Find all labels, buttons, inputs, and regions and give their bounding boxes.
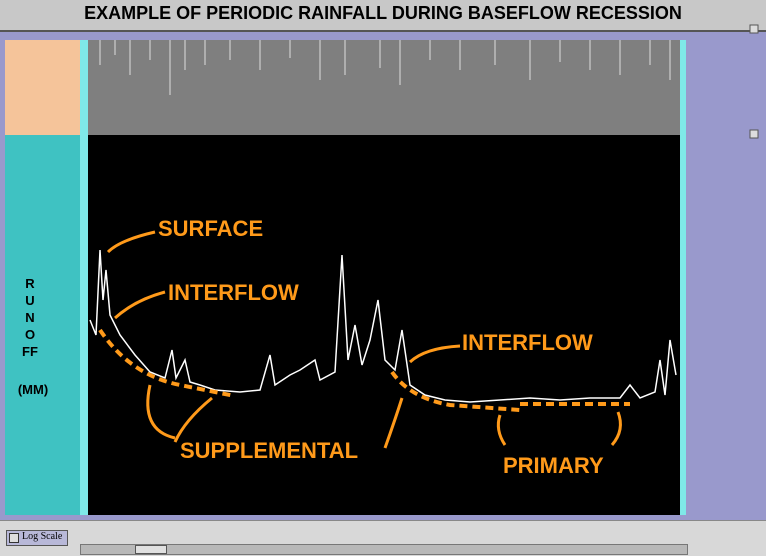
window-title: EXAMPLE OF PERIODIC RAINFALL DURING BASE… [84, 3, 682, 23]
y-axis-label: RUNOFF [22, 276, 38, 359]
title-bar [0, 0, 766, 32]
precip-axis-panel [5, 40, 80, 135]
precip-panel [80, 40, 686, 135]
annotation: SURFACE [158, 216, 263, 241]
scrollbar[interactable] [80, 544, 688, 555]
runoff-axis-panel [5, 135, 80, 515]
runoff-panel [80, 135, 686, 515]
left-border [80, 40, 88, 515]
resize-handle[interactable] [749, 129, 759, 139]
scroll-thumb[interactable] [135, 545, 167, 554]
recession-curves [98, 328, 630, 412]
annotation-arrows [106, 230, 622, 449]
log-scale-toggle[interactable]: Log Scale [6, 530, 68, 546]
checkbox-label: Log Scale [22, 531, 63, 542]
y-axis-unit: (MM) [17, 382, 49, 397]
right-border [680, 40, 686, 515]
annotation: INTERFLOW [462, 330, 593, 355]
resize-handle[interactable] [749, 24, 759, 34]
precip-bars [99, 40, 671, 95]
runoff-line [89, 249, 677, 403]
annotation: SUPPLEMENTAL [180, 438, 358, 463]
annotation: PRIMARY [503, 453, 604, 478]
hydrograph: SURFACE INTERFLOW INTERFLOW SUPPLEMENTAL… [80, 24, 759, 515]
annotation: INTERFLOW [168, 280, 299, 305]
